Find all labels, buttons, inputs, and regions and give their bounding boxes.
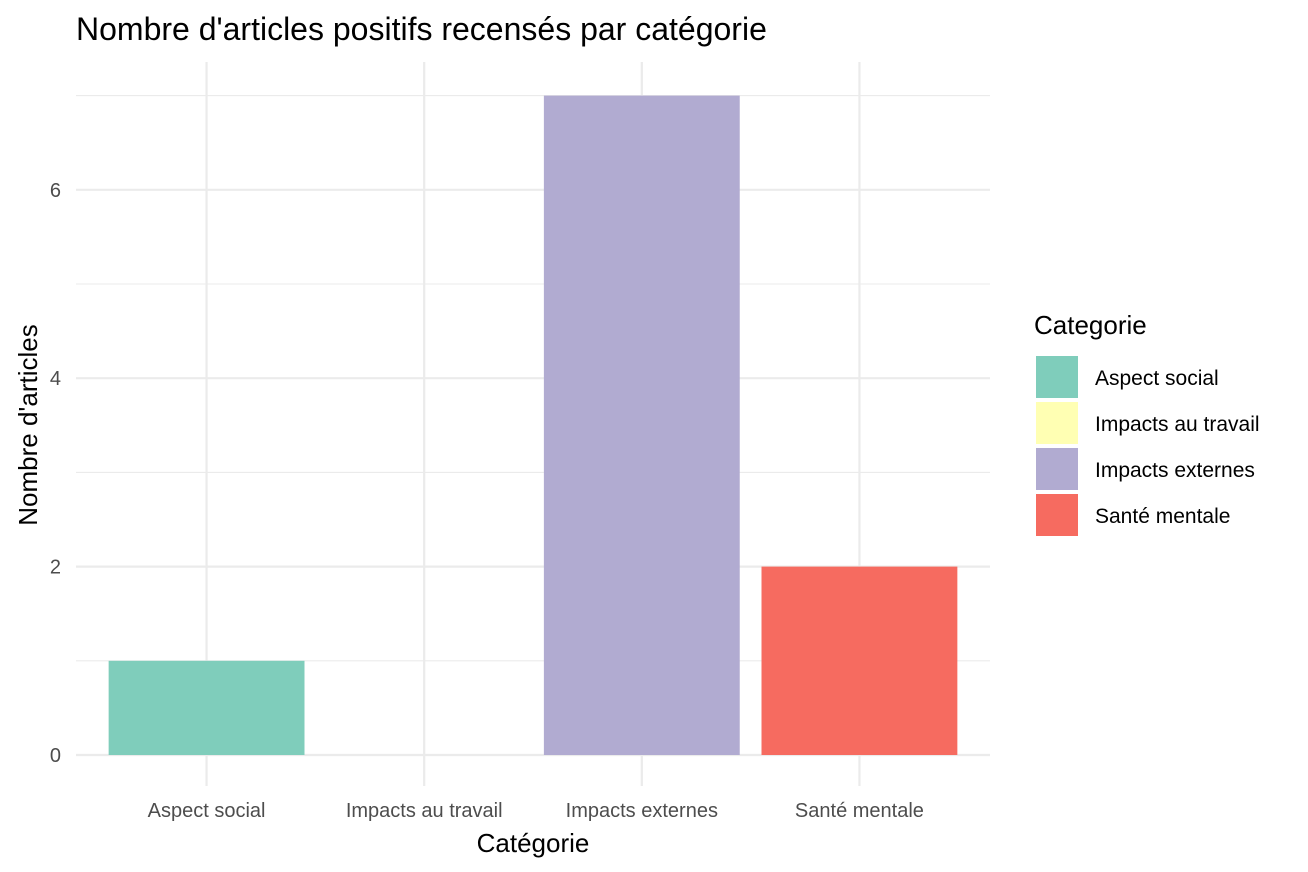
y-tick-label: 0 xyxy=(50,745,61,767)
legend-key xyxy=(1036,402,1078,444)
legend-label: Santé mentale xyxy=(1095,505,1230,528)
legend-label: Aspect social xyxy=(1095,367,1219,390)
x-axis-title: Catégorie xyxy=(477,828,590,858)
bar xyxy=(761,566,958,755)
y-tick-label: 6 xyxy=(50,180,61,202)
legend-title: Categorie xyxy=(1034,310,1147,340)
legend-key xyxy=(1036,494,1078,536)
legend-key xyxy=(1036,448,1078,490)
bar xyxy=(543,95,740,756)
chart-title: Nombre d'articles positifs recensés par … xyxy=(76,11,767,47)
legend-entries: Aspect social Impacts au travail Impacts e… xyxy=(1036,356,1260,536)
legend-label: Impacts externes xyxy=(1095,459,1255,482)
y-tick-label: 4 xyxy=(50,368,61,390)
x-tick-label: Impacts externes xyxy=(566,800,718,822)
bar xyxy=(108,660,305,755)
legend-label: Impacts au travail xyxy=(1095,413,1260,436)
x-tick-label: Santé mentale xyxy=(795,800,924,822)
y-tick-label: 2 xyxy=(50,557,61,579)
x-tick-label: Aspect social xyxy=(148,800,266,822)
x-tick-label: Impacts au travail xyxy=(346,800,503,822)
bars xyxy=(108,95,958,756)
x-tick-labels: Aspect social Impacts au travail Impacts e… xyxy=(148,800,924,822)
y-tick-labels: 0 2 4 6 xyxy=(50,180,61,767)
legend: Categorie Aspect social Impacts au travai… xyxy=(1034,310,1260,536)
legend-key xyxy=(1036,356,1078,398)
y-axis-title: Nombre d'articles xyxy=(13,324,43,525)
